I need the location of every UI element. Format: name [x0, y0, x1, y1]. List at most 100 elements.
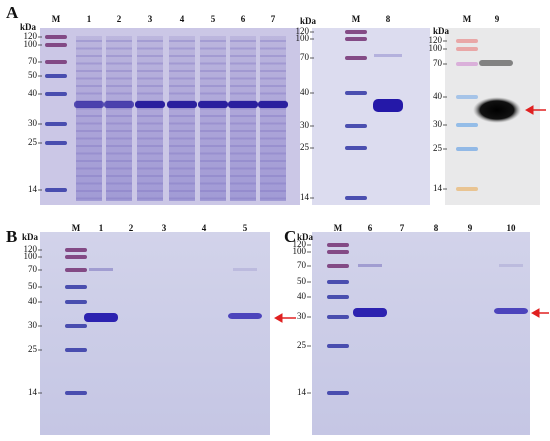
protein-band [106, 122, 132, 125]
target-band [258, 101, 288, 108]
marker-label: 70 [297, 260, 307, 270]
protein-band [230, 62, 256, 65]
ladder-band [345, 37, 367, 41]
lane-label: 1 [99, 223, 104, 233]
protein-band [169, 137, 195, 140]
protein-band [230, 92, 256, 95]
ladder-band [456, 39, 478, 43]
protein-band [137, 130, 163, 132]
ladder-band [327, 344, 349, 348]
protein-band [76, 55, 102, 57]
target-band [228, 101, 258, 108]
protein-band [260, 62, 286, 65]
protein-band [106, 182, 132, 185]
protein-band [230, 85, 256, 87]
lane-smear [260, 36, 286, 201]
lane-label: M [72, 223, 81, 233]
protein-band [200, 175, 226, 177]
target-band [167, 101, 197, 108]
ladder-band [345, 124, 367, 128]
protein-band [169, 197, 195, 200]
target-band [473, 97, 521, 123]
protein-band [137, 137, 163, 140]
protein-band [169, 145, 195, 147]
protein-band [200, 152, 226, 155]
lane-label: 8 [386, 14, 391, 24]
ladder-band [456, 147, 478, 151]
unit-label: kDa [20, 22, 37, 32]
ladder-band [456, 123, 478, 127]
protein-band [260, 115, 286, 117]
protein-band [106, 190, 132, 192]
target-band [353, 308, 387, 317]
ladder-band [45, 60, 67, 64]
unit-label: kDa [300, 16, 317, 26]
protein-band [200, 85, 226, 87]
lane-label: 5 [243, 223, 248, 233]
protein-band [169, 107, 195, 110]
lane-smear [76, 36, 102, 201]
protein-band [76, 122, 102, 125]
protein-band [200, 92, 226, 95]
marker-label: 120 [293, 239, 307, 249]
protein-band [260, 70, 286, 72]
target-band [228, 313, 262, 319]
protein-band [260, 160, 286, 162]
protein-band [137, 85, 163, 87]
protein-band [230, 152, 256, 155]
lane-label: 4 [202, 223, 207, 233]
marker-label: 25 [300, 142, 310, 152]
protein-band [230, 47, 256, 50]
protein-band [106, 85, 132, 87]
protein-band [230, 77, 256, 80]
protein-band [106, 92, 132, 95]
protein-band [137, 47, 163, 50]
protein-band [106, 55, 132, 57]
protein-band [169, 115, 195, 117]
protein-band [200, 70, 226, 72]
protein-band [260, 77, 286, 80]
target-band [198, 101, 228, 108]
protein-band [137, 122, 163, 125]
ladder-band [456, 187, 478, 191]
protein-band [230, 130, 256, 132]
protein-band [260, 47, 286, 50]
marker-label: 40 [28, 296, 38, 306]
ladder-band [327, 280, 349, 284]
protein-band [230, 137, 256, 140]
marker-label: 40 [28, 88, 38, 98]
protein-band [169, 55, 195, 57]
protein-band [230, 40, 256, 42]
protein-band [169, 152, 195, 155]
marker-label: 25 [433, 143, 443, 153]
protein-band [137, 92, 163, 95]
protein-band [200, 55, 226, 57]
marker-label: 120 [429, 35, 443, 45]
protein-band [137, 190, 163, 192]
marker-label: 14 [433, 183, 443, 193]
ladder-band [345, 91, 367, 95]
protein-band [260, 85, 286, 87]
lane-label: 2 [117, 14, 122, 24]
protein-band [200, 145, 226, 147]
unit-label: kDa [297, 232, 314, 242]
target-band [135, 101, 165, 108]
marker-label: 30 [28, 118, 38, 128]
protein-band [106, 152, 132, 155]
gel-a2 [312, 28, 430, 205]
marker-label: 100 [293, 246, 307, 256]
ladder-band [456, 47, 478, 51]
marker-label: 120 [24, 31, 38, 41]
ladder-band [345, 146, 367, 150]
protein-band [137, 152, 163, 155]
protein-band [200, 122, 226, 125]
marker-label: 14 [300, 192, 310, 202]
marker-label: 30 [297, 311, 307, 321]
protein-band [76, 130, 102, 132]
marker-label: 30 [433, 119, 443, 129]
protein-band [76, 92, 102, 95]
protein-band [260, 145, 286, 147]
protein-band [137, 167, 163, 170]
protein-band [169, 77, 195, 80]
lane-label: 5 [211, 14, 216, 24]
